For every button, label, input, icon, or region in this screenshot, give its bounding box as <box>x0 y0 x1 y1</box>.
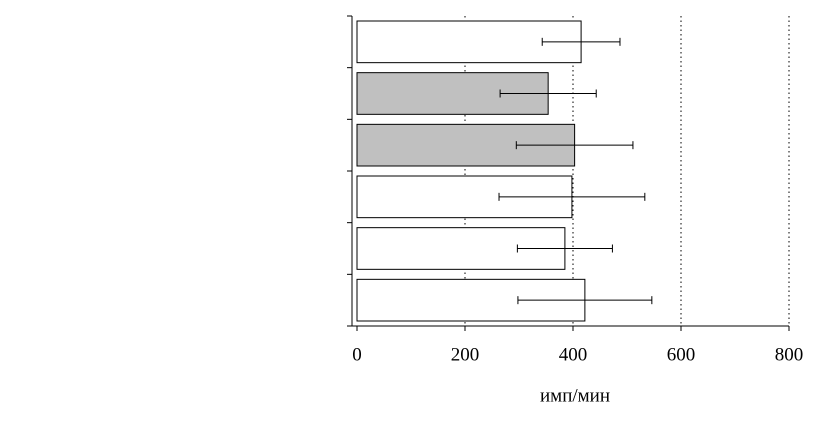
x-tick-label: 400 <box>559 344 588 365</box>
x-tick-label: 800 <box>775 344 804 365</box>
x-tick-label: 200 <box>451 344 480 365</box>
x-tick-label: 600 <box>667 344 696 365</box>
x-tick-label: 0 <box>352 344 362 365</box>
x-axis-label: имп/мин <box>540 385 610 406</box>
